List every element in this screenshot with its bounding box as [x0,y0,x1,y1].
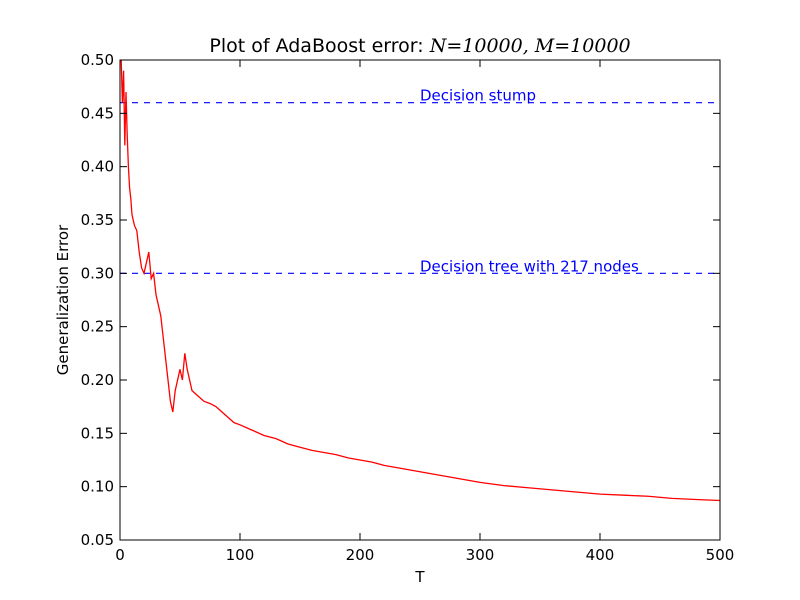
x-tick-label: 0 [115,546,125,564]
x-tick-label: 400 [586,546,615,564]
x-tick-label: 500 [706,546,735,564]
plot-frame [119,59,721,541]
chart-title-math: N=10000, M=10000 [429,35,631,57]
chart-title: Plot of AdaBoost error: N=10000, M=10000 [209,35,630,57]
y-tick-label: 0.50 [81,51,114,69]
y-tick-label: 0.20 [81,371,114,389]
plot-area: Decision stump Decision tree with 217 nod… [81,51,735,564]
y-tick-label: 0.35 [81,211,114,229]
y-tick-label: 0.25 [81,318,114,336]
reference-line-label-1: Decision stump [420,87,536,105]
x-tick-label: 100 [226,546,255,564]
reference-line-label-2: Decision tree with 217 nodes [420,257,639,275]
y-tick-label: 0.45 [81,104,114,122]
x-axis-label: T [414,568,425,586]
series-line-1 [120,59,721,502]
chart-title-text: Plot of AdaBoost error: [209,35,429,57]
y-tick-label: 0.05 [81,531,114,549]
y-tick-label: 0.40 [81,158,114,176]
y-tick-label: 0.15 [81,424,114,442]
x-tick-label: 200 [346,546,375,564]
x-tick-label: 300 [466,546,495,564]
y-tick-label: 0.10 [81,478,114,496]
y-tick-label: 0.30 [81,264,114,282]
y-axis-label: Generalization Error [54,224,72,375]
